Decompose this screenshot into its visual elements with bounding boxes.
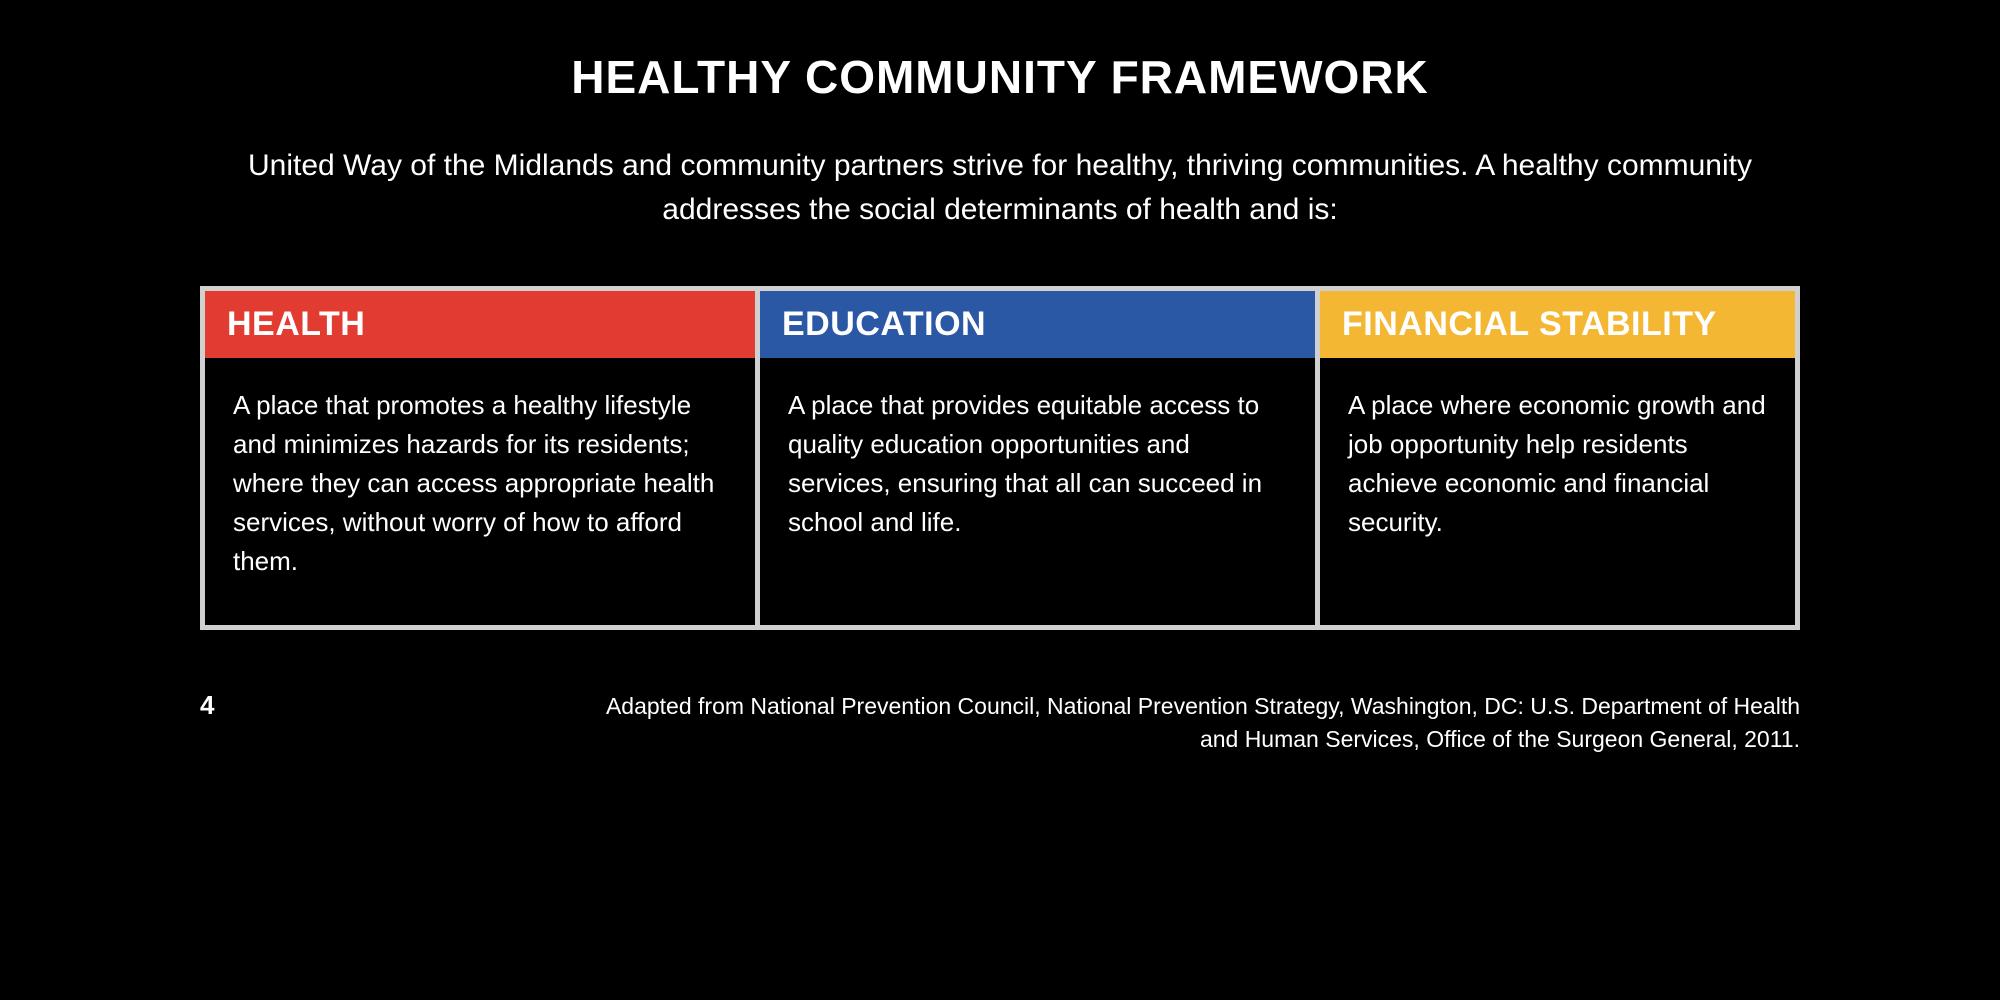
column-health: HEALTH A place that promotes a healthy l… (200, 286, 760, 630)
column-header-education: EDUCATION (760, 291, 1315, 358)
column-body-financial: A place where economic growth and job op… (1320, 358, 1795, 625)
footer-reference: Adapted from National Prevention Council… (600, 690, 1800, 757)
column-header-financial: FINANCIAL STABILITY (1320, 291, 1795, 358)
page-title: HEALTHY COMMUNITY FRAMEWORK (571, 50, 1429, 104)
column-body-education: A place that provides equitable access t… (760, 358, 1315, 625)
column-financial: FINANCIAL STABILITY A place where econom… (1320, 286, 1800, 630)
column-education: EDUCATION A place that provides equitabl… (760, 286, 1320, 630)
columns-container: HEALTH A place that promotes a healthy l… (200, 286, 1800, 630)
page-number: 4 (200, 690, 214, 721)
column-body-health: A place that promotes a healthy lifestyl… (205, 358, 755, 625)
column-header-health: HEALTH (205, 291, 755, 358)
page-subtitle: United Way of the Midlands and community… (200, 144, 1800, 231)
footer: 4 Adapted from National Prevention Counc… (200, 690, 1800, 757)
